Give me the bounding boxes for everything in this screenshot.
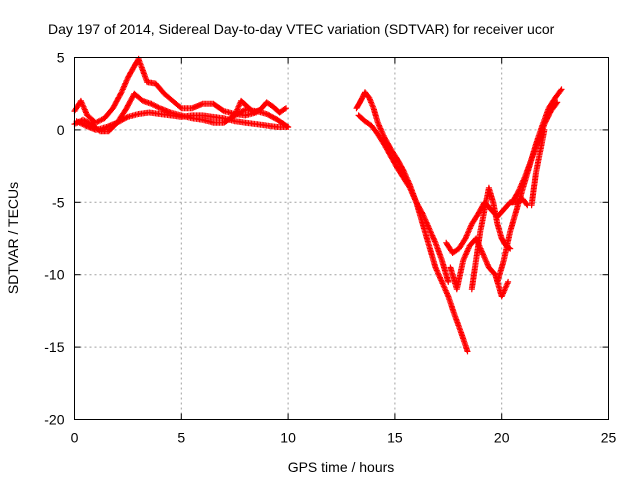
axis-ticks: 0 5 10 15 20 25 -20 -15 -10 -5 0 5	[44, 50, 616, 446]
y-tick-label: 0	[57, 122, 65, 138]
x-axis-label: GPS time / hours	[288, 459, 395, 475]
satellite-track-4	[231, 97, 289, 119]
x-tick-label: 15	[387, 430, 403, 446]
grid-lines	[74, 57, 609, 420]
x-tick-label: 25	[601, 430, 617, 446]
x-tick-label: 0	[71, 430, 79, 446]
y-tick-label: 5	[57, 50, 65, 66]
satellite-track-12	[528, 126, 548, 209]
satellite-track-10	[494, 86, 565, 285]
y-tick-label: -20	[44, 412, 64, 428]
x-tick-label: 20	[494, 430, 510, 446]
satellite-track-5	[353, 89, 471, 355]
y-tick-label: -10	[44, 267, 64, 283]
chart-title: Day 197 of 2014, Sidereal Day-to-day VTE…	[48, 21, 555, 37]
x-tick-label: 5	[177, 430, 185, 446]
y-axis-label: SDTVAR / TECUs	[5, 182, 21, 294]
satellite-track-9	[468, 184, 514, 293]
y-tick-label: -15	[44, 339, 64, 355]
plot-frame	[74, 57, 609, 420]
data-series	[71, 55, 565, 355]
x-tick-label: 10	[280, 430, 296, 446]
y-tick-label: -5	[52, 194, 65, 210]
satellite-track-6	[355, 112, 452, 285]
